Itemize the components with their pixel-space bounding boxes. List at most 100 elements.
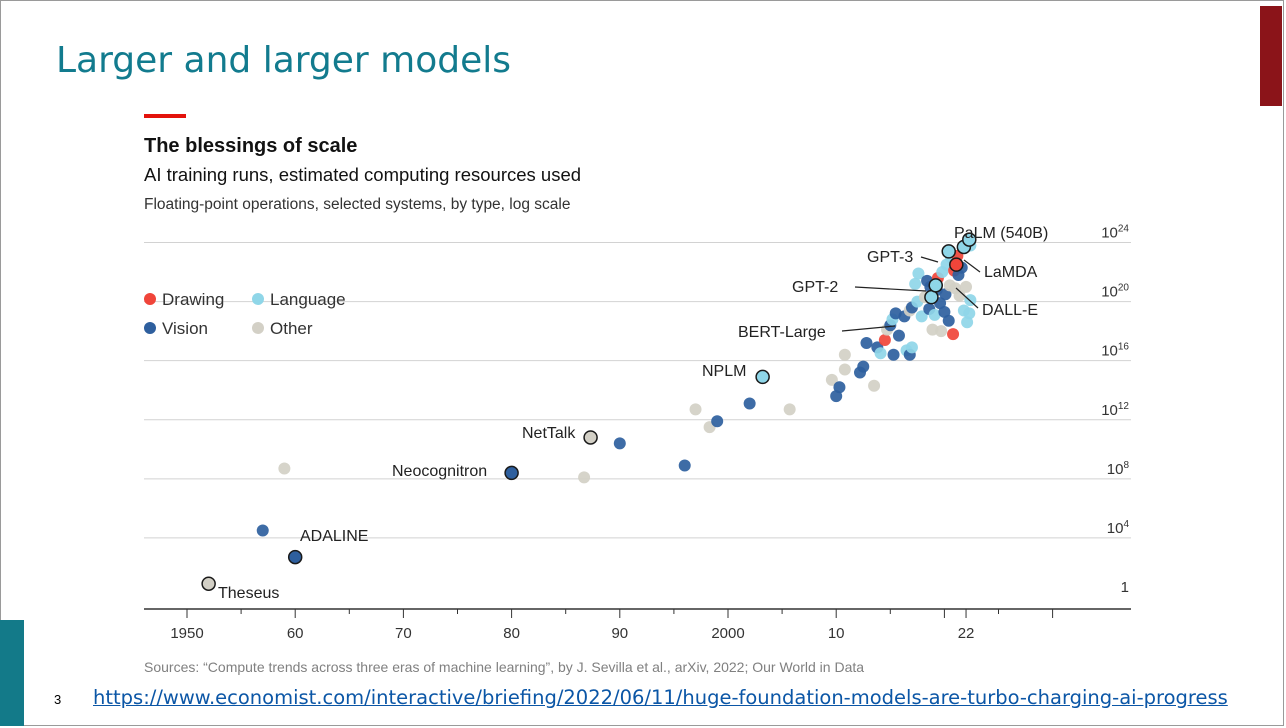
accent-bar-right	[1260, 6, 1282, 106]
legend-swatch-language	[252, 293, 264, 305]
data-points	[256, 239, 977, 537]
data-point-language	[912, 267, 925, 280]
callout-label: NetTalk	[522, 425, 576, 442]
data-point-vision	[678, 459, 691, 472]
highlight-point-language	[941, 244, 956, 259]
data-point-vision	[887, 348, 900, 361]
legend-label-vision: Vision	[162, 319, 208, 338]
data-point-vision	[942, 314, 955, 327]
x-tick-label: 80	[503, 625, 520, 642]
y-tick-label: 1012	[1101, 401, 1129, 419]
callout-connector	[854, 286, 927, 292]
chart-legend: Drawing Language Vision Other	[144, 290, 346, 338]
data-point-drawing	[878, 334, 891, 347]
data-point-drawing	[947, 328, 960, 341]
legend-label-drawing: Drawing	[162, 290, 224, 309]
callout-labels: Theseus ADALINE Neocognitron NetTalk NPLM BER…	[218, 225, 1048, 602]
data-point-language	[915, 310, 928, 323]
legend-swatch-drawing	[144, 293, 156, 305]
data-point-vision	[743, 397, 756, 410]
data-point-language	[874, 347, 887, 360]
callout-connector	[955, 287, 979, 309]
legend-label-other: Other	[270, 319, 313, 338]
y-tick-labels: 1 104 108 1012 1016 1020 1024	[1101, 224, 1129, 596]
economist-red-tag	[144, 114, 186, 118]
data-point-language	[961, 316, 974, 329]
data-point-vision	[613, 437, 626, 450]
data-point-vision	[939, 288, 952, 301]
callout-connector	[920, 256, 939, 263]
x-tick-label: 60	[287, 625, 304, 642]
data-point-other	[783, 403, 796, 416]
callout-label: Neocognitron	[392, 463, 487, 480]
y-tick-label: 1024	[1101, 224, 1129, 242]
data-point-other	[960, 280, 973, 293]
legend-label-language: Language	[270, 290, 346, 309]
gridlines	[144, 242, 1131, 539]
highlight-point-other	[583, 430, 598, 445]
data-point-other	[953, 289, 966, 302]
highlight-point-vision	[287, 549, 303, 565]
y-tick-label: 1020	[1101, 283, 1129, 301]
data-point-vision	[833, 381, 846, 394]
data-point-other	[935, 325, 948, 338]
label-connectors	[841, 256, 981, 332]
callout-label: NPLM	[702, 363, 746, 380]
callout-label: Theseus	[218, 585, 279, 602]
data-point-language	[905, 341, 918, 354]
slide-number: 3	[54, 692, 62, 707]
highlighted-points	[201, 232, 977, 591]
chart-ylabel: Floating-point operations, selected syst…	[144, 196, 570, 213]
callout-connector	[841, 325, 896, 332]
data-point-other	[838, 348, 851, 361]
callout-label: PaLM (540B)	[954, 225, 1048, 242]
data-point-vision	[711, 415, 724, 428]
highlight-point-language	[962, 232, 977, 247]
callout-label: LaMDA	[984, 264, 1038, 281]
highlight-point-vision	[504, 465, 519, 481]
y-tick-label: 1	[1121, 579, 1129, 596]
chart-title: The blessings of scale	[144, 135, 357, 157]
x-tick-label: 10	[828, 625, 845, 642]
highlight-point-language	[928, 278, 943, 293]
callout-label: BERT-Large	[738, 324, 826, 341]
callout-label: ADALINE	[300, 528, 368, 545]
accent-bar-left	[0, 620, 24, 726]
y-tick-label: 108	[1107, 460, 1130, 478]
data-point-other	[278, 462, 291, 475]
highlight-point-language	[924, 289, 939, 305]
data-point-vision	[860, 336, 873, 349]
chart-source: Sources: “Compute trends across three er…	[144, 659, 864, 675]
highlight-point-language	[755, 369, 770, 385]
y-tick-label: 1016	[1101, 342, 1129, 360]
data-point-vision	[256, 524, 269, 537]
x-tick-label: 70	[395, 625, 412, 642]
data-point-language	[909, 277, 922, 290]
legend-swatch-vision	[144, 322, 156, 334]
slide-title: Larger and larger models	[56, 40, 512, 81]
x-tick-label: 90	[611, 625, 628, 642]
callout-label: GPT-2	[792, 279, 838, 296]
x-tick-label: 22	[958, 625, 975, 642]
data-point-language	[928, 308, 941, 321]
callout-label: DALL-E	[982, 302, 1038, 319]
callout-connector	[963, 259, 981, 273]
data-point-other	[578, 471, 591, 484]
data-point-other	[838, 363, 851, 376]
x-tick-label: 1950	[170, 625, 203, 642]
chart-subtitle: AI training runs, estimated computing re…	[144, 164, 581, 185]
source-link[interactable]: https://www.economist.com/interactive/br…	[93, 686, 1228, 709]
legend-swatch-other	[252, 322, 264, 334]
y-tick-label: 104	[1107, 519, 1130, 537]
data-point-other	[689, 403, 702, 416]
highlight-point-drawing	[949, 257, 964, 272]
data-point-vision	[938, 305, 951, 318]
callout-label: GPT-3	[867, 249, 913, 266]
data-point-vision	[857, 360, 870, 373]
data-point-other	[868, 379, 881, 392]
data-point-other	[825, 373, 838, 386]
highlight-point-other	[201, 576, 216, 591]
data-point-vision	[892, 329, 905, 342]
